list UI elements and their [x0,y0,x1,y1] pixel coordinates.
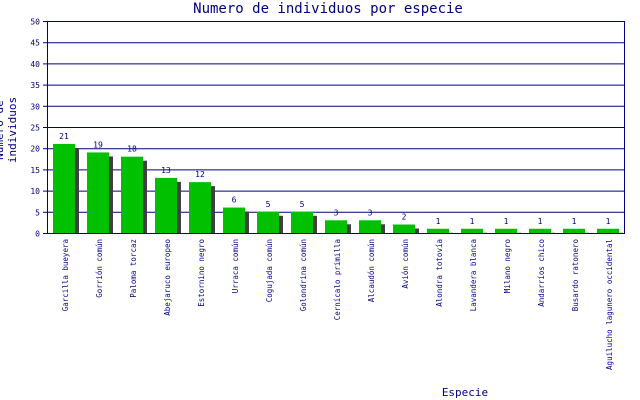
data-label: 1 [572,217,577,226]
x-tick-label: Alondra totovía [435,239,444,307]
bar [87,152,109,233]
bar [495,228,517,233]
bar [53,143,75,233]
x-tick-label: Lavandera blanca [469,239,478,311]
data-label: 19 [93,140,103,149]
y-tick-label: 10 [30,187,40,196]
data-label: 5 [266,200,271,209]
data-label: 21 [59,132,69,141]
y-tick-label: 45 [30,39,40,48]
bar [359,220,381,233]
x-tick-label: Abejaruco europeo [163,239,172,316]
x-tick-label: Gorrión común [95,239,104,298]
bar [257,211,279,233]
x-tick-label: Alcaudón común [367,239,376,302]
y-tick-label: 5 [35,208,40,217]
bar [393,224,415,233]
bar [189,182,211,233]
bar [121,156,143,233]
x-axis-label: Especie [441,386,489,399]
x-tick-label: Urraca común [231,239,240,293]
data-label: 12 [195,170,205,179]
bar [461,228,483,233]
y-tick-label: 30 [30,102,40,111]
chart-title: Numero de individuos por especie [193,1,463,17]
y-tick-label: 50 [30,18,40,27]
data-label: 6 [232,196,237,205]
data-label: 1 [436,217,441,226]
bar [291,211,313,233]
bar [223,207,245,233]
y-tick-label: 0 [35,230,40,239]
x-tick-label: Avión común [401,239,410,289]
y-tick-label: 25 [30,124,40,133]
bar [325,220,347,233]
x-tick-label: Busardo ratonero [571,239,580,312]
data-label: 2 [402,213,407,222]
data-label: 3 [368,208,373,217]
bar [597,228,619,233]
x-tick-label: Cogujada común [265,239,274,302]
x-tick-label: Garcilla bueyera [61,239,70,311]
data-label: 1 [470,217,475,226]
bar [563,228,585,233]
y-tick-label: 35 [30,81,40,90]
data-label: 1 [504,217,509,226]
x-tick-label: Estornino negro [197,239,206,307]
x-tick-label: Aguilucho lagunero occidental [605,239,614,370]
bar [427,228,449,233]
y-tick-label: 20 [30,145,40,154]
data-label: 18 [127,145,137,154]
y-tick-label: 15 [30,166,40,175]
data-label: 1 [538,217,543,226]
bar [155,177,177,233]
data-label: 3 [334,208,339,217]
data-label: 1 [606,217,611,226]
x-tick-label: Andarríos chico [537,239,546,307]
x-tick-label: Milano negro [503,239,512,294]
x-tick-label: Golondrina común [299,239,308,311]
x-tick-label: Paloma torcaz [129,239,138,298]
data-label: 5 [300,200,305,209]
x-tick-label: Cernícalo primilla [333,239,342,320]
data-label: 13 [161,166,171,175]
bar [529,228,551,233]
y-tick-label: 40 [30,60,40,69]
